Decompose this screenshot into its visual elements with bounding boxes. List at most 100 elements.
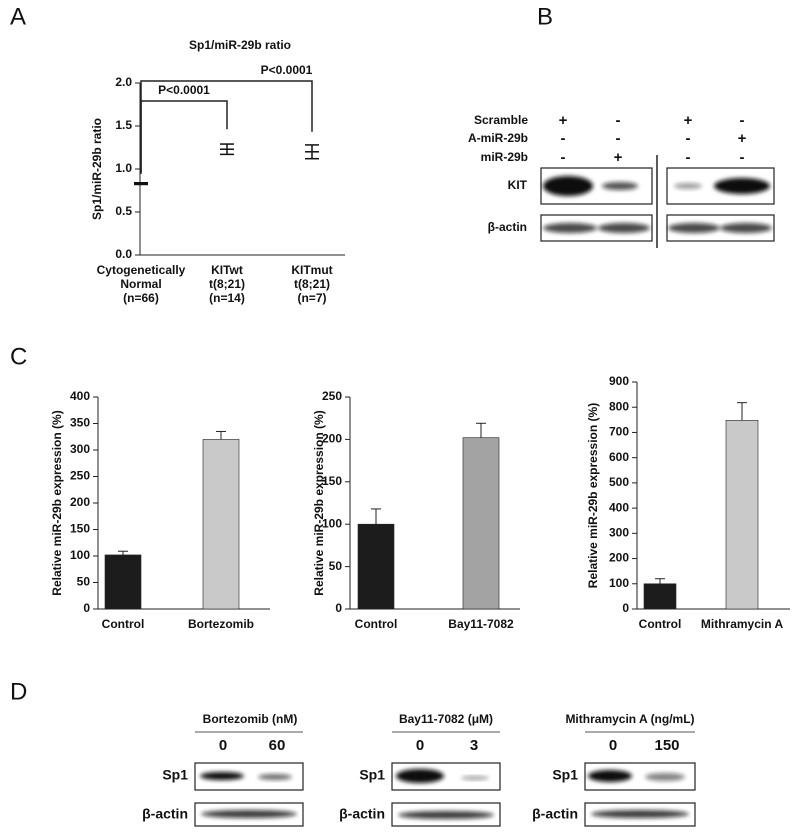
band-label: β-actin	[142, 806, 188, 822]
band-label: β-actin	[488, 220, 527, 234]
y-tick-label: 200	[70, 495, 90, 509]
y-tick-label: 100	[70, 548, 90, 562]
x-tick-label: KITwt t(8;21) (n=14)	[209, 263, 245, 305]
dose: 60	[269, 737, 286, 754]
panel-letter: B	[537, 3, 553, 30]
y-axis-label: Relative miR-29b expression (%)	[312, 410, 326, 595]
x-tick-label: Control	[639, 617, 682, 631]
y-tick-label: 350	[70, 416, 90, 430]
blot-b	[540, 155, 775, 248]
bar	[104, 554, 142, 610]
panel-letter: D	[10, 678, 27, 705]
y-axis-label: Sp1/miR-29b ratio	[90, 118, 104, 220]
y-tick-label: 0	[335, 601, 342, 615]
x-tick-label: Control	[355, 617, 398, 631]
treatment: Bay11-7082 (μM)	[399, 712, 493, 726]
band	[591, 810, 689, 818]
y-tick-label: 900	[609, 374, 629, 388]
y-tick-label: 100	[609, 576, 629, 590]
band-label: KIT	[508, 178, 528, 192]
y-tick-label: 1.5	[115, 118, 132, 132]
dose: 0	[416, 737, 424, 754]
y-tick-label: 250	[70, 469, 90, 483]
band	[720, 223, 772, 233]
band	[645, 773, 685, 781]
band-label: β-actin	[339, 806, 385, 822]
y-tick-label: 400	[609, 500, 629, 514]
y-axis-label: Relative miR-29b expression (%)	[50, 410, 64, 595]
y-tick-label: 0.0	[115, 247, 132, 261]
dose: 150	[654, 737, 679, 754]
panel-letter: C	[10, 343, 27, 370]
sign: -	[616, 112, 621, 129]
sign: +	[614, 149, 623, 166]
treatment: Bortezomib (nM)	[203, 712, 298, 726]
bar	[357, 523, 395, 610]
row-label: A-miR-29b	[468, 131, 528, 145]
sign: -	[561, 130, 566, 147]
sign: -	[561, 149, 566, 166]
p-value-bracket	[140, 100, 228, 174]
dose: 0	[219, 737, 227, 754]
bar	[462, 437, 500, 610]
sign: +	[559, 112, 568, 129]
y-tick-label: 0	[622, 601, 629, 615]
band	[398, 811, 494, 819]
band	[543, 223, 597, 233]
y-tick-label: 250	[322, 389, 342, 403]
bar	[202, 439, 240, 610]
y-tick-label: 800	[609, 399, 629, 413]
sign: +	[738, 130, 747, 147]
band-label: Sp1	[552, 767, 578, 783]
band	[668, 223, 720, 233]
dose: 0	[609, 737, 617, 754]
bar	[725, 420, 759, 610]
band	[543, 176, 593, 196]
x-tick-label: Control	[102, 617, 145, 631]
row-label: miR-29b	[481, 150, 528, 164]
sign: -	[740, 149, 745, 166]
p-value: P<0.0001	[261, 63, 313, 77]
band	[598, 223, 650, 233]
y-tick-label: 700	[609, 425, 629, 439]
y-tick-label: 300	[70, 442, 90, 456]
p-value: P<0.0001	[158, 83, 210, 97]
band-label: Sp1	[359, 767, 385, 783]
y-tick-label: 150	[322, 474, 342, 488]
p-value-bracket	[140, 80, 313, 174]
sign: -	[740, 112, 745, 129]
band	[258, 774, 292, 780]
x-tick-label: Bortezomib	[188, 617, 254, 631]
y-tick-label: 400	[70, 389, 90, 403]
y-tick-label: 300	[609, 526, 629, 540]
y-tick-label: 0.5	[115, 204, 132, 218]
y-axis-label: Relative miR-29b expression (%)	[586, 403, 600, 588]
blot-d	[194, 762, 696, 827]
x-tick-label: Cytogenetically Normal (n=66)	[97, 263, 186, 305]
sign: +	[684, 112, 693, 129]
y-tick-label: 50	[77, 575, 91, 589]
band-label: β-actin	[532, 806, 578, 822]
band	[396, 769, 444, 783]
x-tick-label: KITmut t(8;21) (n=7)	[291, 263, 332, 305]
y-tick-label: 150	[70, 522, 90, 536]
band	[714, 178, 770, 194]
row-label: Scramble	[474, 113, 528, 127]
y-tick-label: 0	[83, 601, 90, 615]
sign: -	[616, 130, 621, 147]
x-tick-label: Mithramycin A	[701, 617, 784, 631]
band-label: Sp1	[162, 767, 188, 783]
band	[602, 182, 638, 190]
band	[461, 776, 489, 780]
chart-title: Sp1/miR-29b ratio	[189, 38, 291, 52]
y-tick-label: 1.0	[115, 161, 132, 175]
x-tick-label: Bay11-7082	[448, 617, 514, 631]
sign: -	[686, 149, 691, 166]
y-tick-label: 2.0	[115, 75, 132, 89]
bar	[643, 583, 677, 610]
sign: -	[686, 130, 691, 147]
dose: 3	[470, 737, 478, 754]
band	[201, 810, 297, 818]
band	[200, 772, 244, 780]
y-tick-label: 600	[609, 450, 629, 464]
